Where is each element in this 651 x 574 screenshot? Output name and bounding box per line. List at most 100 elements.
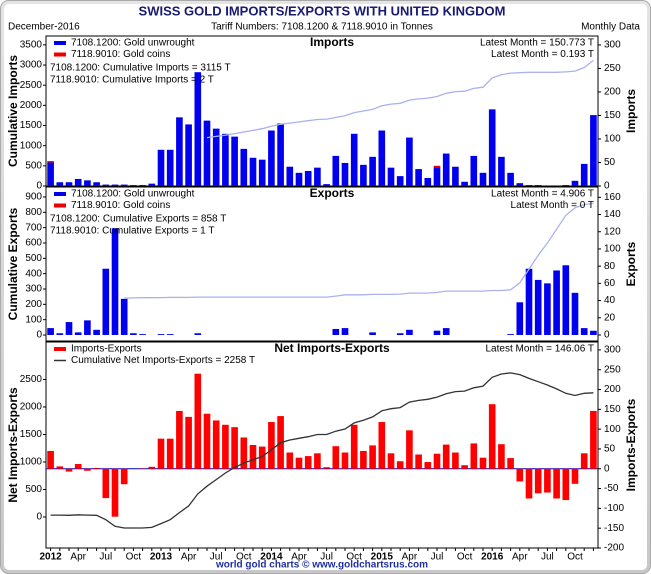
bar (258, 446, 266, 469)
bar (553, 468, 560, 499)
bar (350, 133, 358, 186)
bar (74, 178, 82, 186)
x-tick-label: Apr (181, 552, 197, 563)
y2-tick-label: 160 (604, 192, 621, 203)
bar (47, 450, 54, 469)
y-tick-label: 700 (25, 222, 42, 233)
y2-tick-label: 120 (604, 226, 621, 237)
bar (268, 130, 275, 186)
latest-month: Latest Month = 4.906 T (491, 189, 594, 200)
y2-tick-label: -50 (604, 483, 619, 494)
bar (286, 452, 294, 469)
bar (166, 334, 174, 335)
bar (433, 165, 441, 168)
y2-tick-label: 0 (604, 330, 610, 341)
bar (507, 172, 514, 186)
bar (442, 328, 450, 335)
bar (461, 465, 468, 469)
y-tick-label: 400 (25, 268, 42, 279)
y2-tick-label: 50 (604, 444, 616, 455)
x-tick-label: 2015 (371, 552, 394, 563)
y-tick-label: 500 (25, 253, 42, 264)
bar (387, 453, 395, 469)
bar (590, 410, 597, 469)
note: 7108.1200: Cumulative Exports = 858 T (50, 214, 226, 225)
note: 7108.1200: Cumulative Imports = 3115 T (50, 63, 231, 74)
legend-label: 7108.1200: Gold unwrought (71, 189, 195, 200)
bar (212, 420, 220, 469)
bar (194, 373, 202, 469)
bar (580, 163, 588, 186)
bar (433, 453, 441, 469)
y2-tick-label: 0 (604, 181, 610, 192)
bar (452, 452, 459, 469)
bar (157, 334, 165, 335)
bar (84, 468, 91, 471)
bar (516, 468, 524, 482)
bar (74, 464, 82, 469)
bar (203, 413, 211, 469)
y-tick-label: 3000 (20, 60, 43, 71)
bar (406, 430, 413, 469)
bar (433, 167, 441, 186)
bar (194, 333, 202, 335)
panel (45, 341, 599, 549)
bar (130, 185, 137, 186)
bar (111, 228, 119, 335)
bar (157, 438, 165, 469)
y-tick-label: 500 (25, 160, 42, 171)
latest-month: Latest Month = 146.06 T (485, 344, 594, 355)
bar (84, 180, 91, 186)
y2-tick-label: 100 (604, 424, 621, 435)
bar (562, 468, 570, 501)
bar (378, 130, 386, 186)
x-tick-label: Jul (210, 552, 223, 563)
bar (166, 149, 174, 186)
bar (525, 185, 533, 186)
bar (65, 468, 73, 472)
panel (45, 186, 599, 342)
bar (120, 298, 128, 335)
bar (534, 185, 542, 186)
bar (396, 461, 404, 469)
y-tick-label: 300 (25, 284, 42, 295)
latest-month: Latest Month = 150.773 T (480, 38, 594, 49)
y-tick-label: 1500 (20, 120, 43, 131)
bar (56, 466, 64, 469)
bar (580, 453, 588, 469)
bar (258, 159, 266, 186)
y-axis-title: Cumulative Imports (6, 55, 20, 167)
y-tick-label: 0 (36, 512, 42, 523)
bar (498, 156, 505, 186)
bar (590, 330, 597, 335)
bar (350, 424, 358, 469)
bar (461, 181, 468, 186)
bar (102, 184, 110, 186)
y2-tick-label: 140 (604, 209, 621, 220)
bar (222, 424, 229, 469)
y2-tick-label: 100 (604, 244, 621, 255)
bar (534, 279, 542, 335)
x-tick-label: 2016 (481, 552, 504, 563)
y2-tick-label: 40 (604, 295, 616, 306)
bar (415, 454, 422, 469)
x-tick-label: Apr (70, 552, 86, 563)
y2-tick-label: 60 (604, 278, 616, 289)
x-tick-label: Jul (320, 552, 333, 563)
bar (562, 265, 570, 335)
x-tick-label: 2012 (39, 552, 62, 563)
y-tick-label: 900 (25, 192, 42, 203)
x-tick-label: 2013 (150, 552, 173, 563)
y-tick-label: 2500 (20, 80, 43, 91)
tariff: Tariff Numbers: 7108.1200 & 7118.9010 in… (211, 22, 433, 33)
bar (295, 457, 303, 469)
bar (415, 169, 422, 186)
date: December-2016 (8, 22, 80, 33)
x-tick-label: Oct (236, 552, 252, 563)
bar (341, 328, 349, 335)
bar (396, 176, 404, 186)
bar (84, 320, 91, 335)
bar (332, 328, 340, 335)
x-tick-label: Apr (291, 552, 307, 563)
